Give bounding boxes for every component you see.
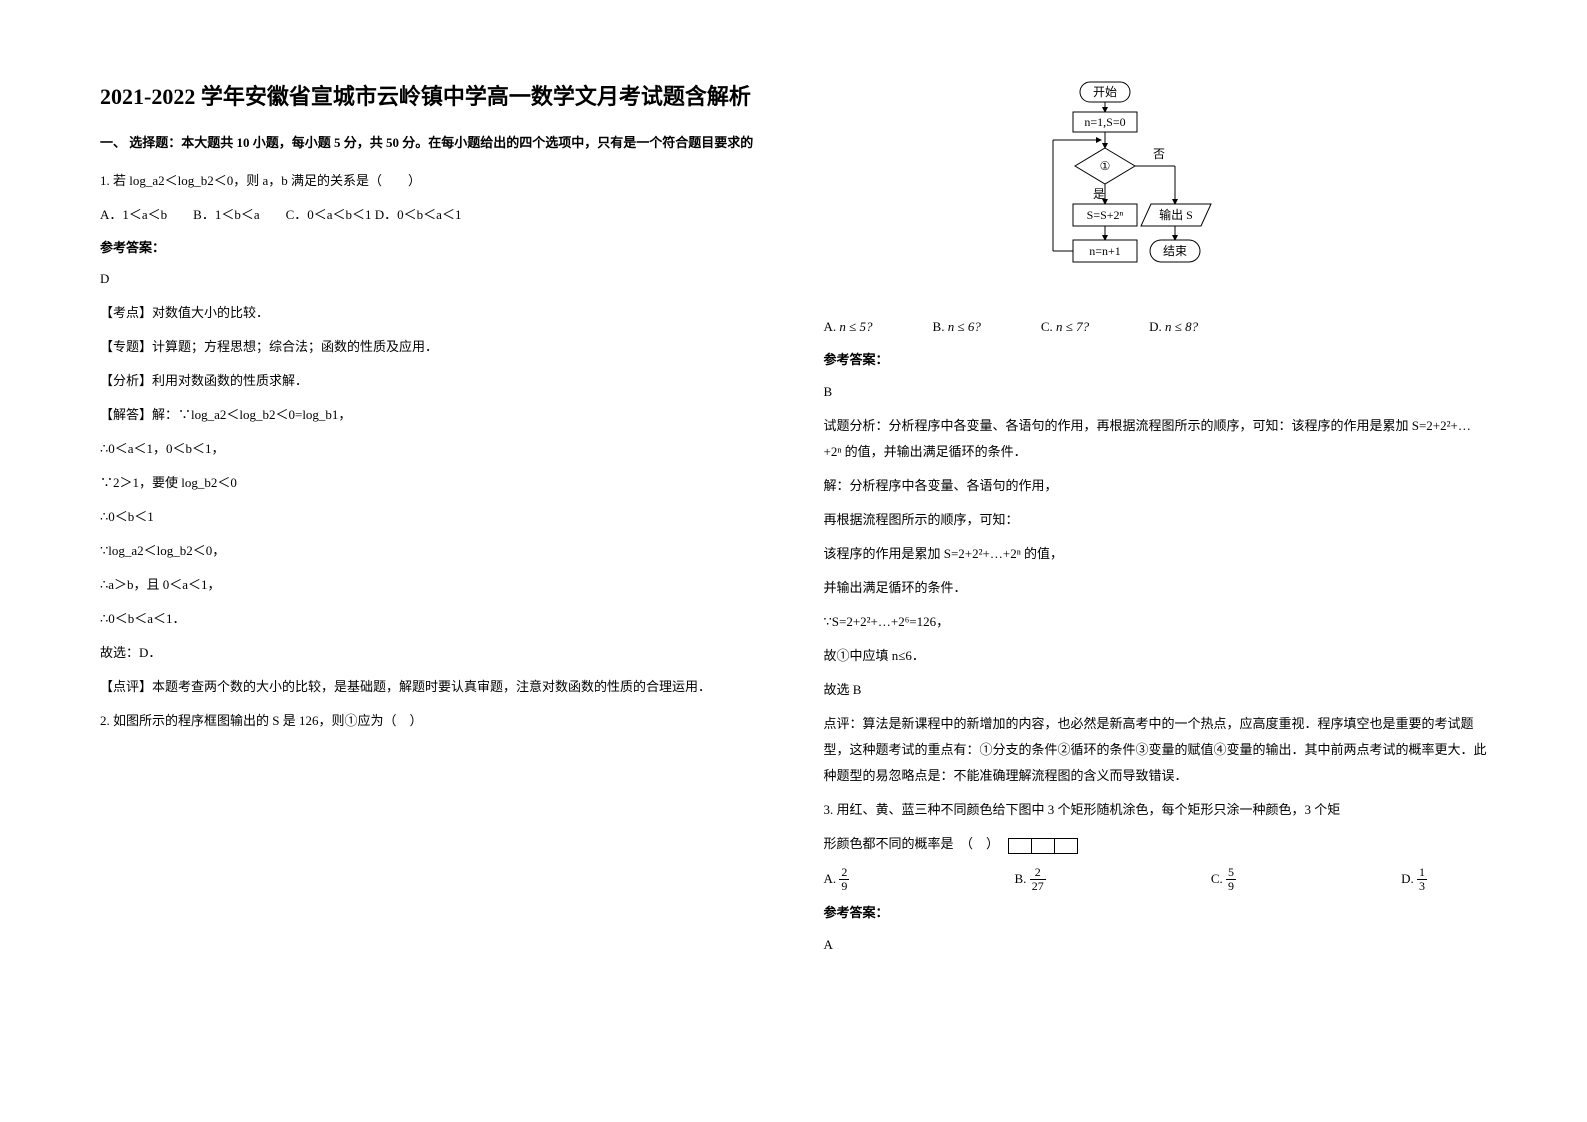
q2-line-1: 试题分析：分析程序中各变量、各语句的作用，再根据流程图所示的顺序，可知：该程序的…	[824, 413, 1488, 465]
q2-line-5: 并输出满足循环的条件．	[824, 575, 1488, 601]
q3-opt-c: C. 59	[1211, 866, 1236, 894]
q2-stem: 2. 如图所示的程序框图输出的 S 是 126，则①应为（ ）	[100, 708, 764, 734]
q1-ref-label: 参考答案：	[100, 236, 764, 261]
q1-line-12: 【点评】本题考查两个数的大小的比较，是基础题，解题时要认真审题，注意对数函数的性…	[100, 674, 764, 700]
q1-stem: 1. 若 log_a2＜log_b2＜0，则 a，b 满足的关系是（ ）	[100, 168, 764, 194]
flow-yes-label: 是	[1093, 187, 1105, 201]
q3-opt-b: B. 227	[1015, 866, 1046, 894]
flow-body2-label: n=n+1	[1089, 244, 1121, 258]
exam-title: 2021-2022 学年安徽省宣城市云岭镇中学高一数学文月考试题含解析	[100, 80, 764, 113]
flow-end-label: 结束	[1163, 244, 1187, 258]
q1-line-5: ∴0＜a＜1，0＜b＜1，	[100, 436, 764, 462]
q3-stem-b: 形颜色都不同的概率是 （ ）	[824, 831, 1488, 858]
q2-line-2: 解：分析程序中各变量、各语句的作用，	[824, 473, 1488, 499]
q1-line-2: 【专题】计算题；方程思想；综合法；函数的性质及应用．	[100, 334, 764, 360]
flow-cond-label: ①	[1100, 159, 1111, 173]
q1-answer: D	[100, 266, 764, 292]
q2-options: A. n ≤ 5? B. n ≤ 6? C. n ≤ 7? D. n ≤ 8?	[824, 314, 1488, 340]
flow-body1-label: S=S+2ⁿ	[1087, 208, 1124, 222]
q1-line-8: ∵log_a2＜log_b2＜0，	[100, 538, 764, 564]
q1-line-7: ∴0＜b＜1	[100, 504, 764, 530]
q2-line-3: 再根据流程图所示的顺序，可知：	[824, 507, 1488, 533]
q3-answer: A	[824, 932, 1488, 958]
section-1-heading: 一、 选择题：本大题共 10 小题，每小题 5 分，共 50 分。在每小题给出的…	[100, 133, 764, 154]
q2-line-6: ∵S=2+2²+…+2⁶=126，	[824, 609, 1488, 635]
q2-opt-c: C. n ≤ 7?	[1041, 314, 1089, 340]
q2-line-7: 故①中应填 n≤6．	[824, 643, 1488, 669]
q2-line-8: 故选 B	[824, 677, 1488, 703]
q2-answer: B	[824, 379, 1488, 405]
q3-opt-d: D. 13	[1401, 866, 1427, 894]
q3-stem-a: 3. 用红、黄、蓝三种不同颜色给下图中 3 个矩形随机涂色，每个矩形只涂一种颜色…	[824, 797, 1488, 823]
q1-line-6: ∵2＞1，要使 log_b2＜0	[100, 470, 764, 496]
flow-init-label: n=1,S=0	[1085, 115, 1126, 129]
q2-ref-label: 参考答案：	[824, 348, 1488, 373]
three-rectangles-icon	[1008, 832, 1077, 858]
flow-output-label: 输出 S	[1159, 207, 1193, 222]
q2-line-4: 该程序的作用是累加 S=2+2²+…+2ⁿ 的值，	[824, 541, 1488, 567]
q1-line-4: 【解答】解：∵log_a2＜log_b2＜0=log_b1，	[100, 402, 764, 428]
q3-opt-a: A. 29	[824, 866, 850, 894]
q2-opt-d: D. n ≤ 8?	[1149, 314, 1198, 340]
q2-opt-a: A. n ≤ 5?	[824, 314, 873, 340]
flowchart-diagram: 开始 n=1,S=0 ① 是 否 S=S+2ⁿ n=n+1	[1025, 80, 1285, 300]
q1-line-10: ∴0＜b＜a＜1．	[100, 606, 764, 632]
q1-line-1: 【考点】对数值大小的比较．	[100, 300, 764, 326]
q1-options: A．1＜a＜b B．1＜b＜a C．0＜a＜b＜1 D．0＜b＜a＜1	[100, 202, 764, 228]
q3-ref-label: 参考答案：	[824, 901, 1488, 926]
q2-opt-b: B. n ≤ 6?	[933, 314, 981, 340]
right-column: 开始 n=1,S=0 ① 是 否 S=S+2ⁿ n=n+1	[824, 80, 1488, 1082]
left-column: 2021-2022 学年安徽省宣城市云岭镇中学高一数学文月考试题含解析 一、 选…	[100, 80, 764, 1082]
flow-start-label: 开始	[1093, 85, 1117, 99]
q1-line-11: 故选：D．	[100, 640, 764, 666]
q1-line-9: ∴a＞b，且 0＜a＜1，	[100, 572, 764, 598]
q2-line-9: 点评：算法是新课程中的新增加的内容，也必然是新高考中的一个热点，应高度重视．程序…	[824, 711, 1488, 789]
q1-line-3: 【分析】利用对数函数的性质求解．	[100, 368, 764, 394]
flow-no-label: 否	[1153, 147, 1165, 161]
q3-options: A. 29 B. 227 C. 59 D. 13	[824, 866, 1488, 894]
